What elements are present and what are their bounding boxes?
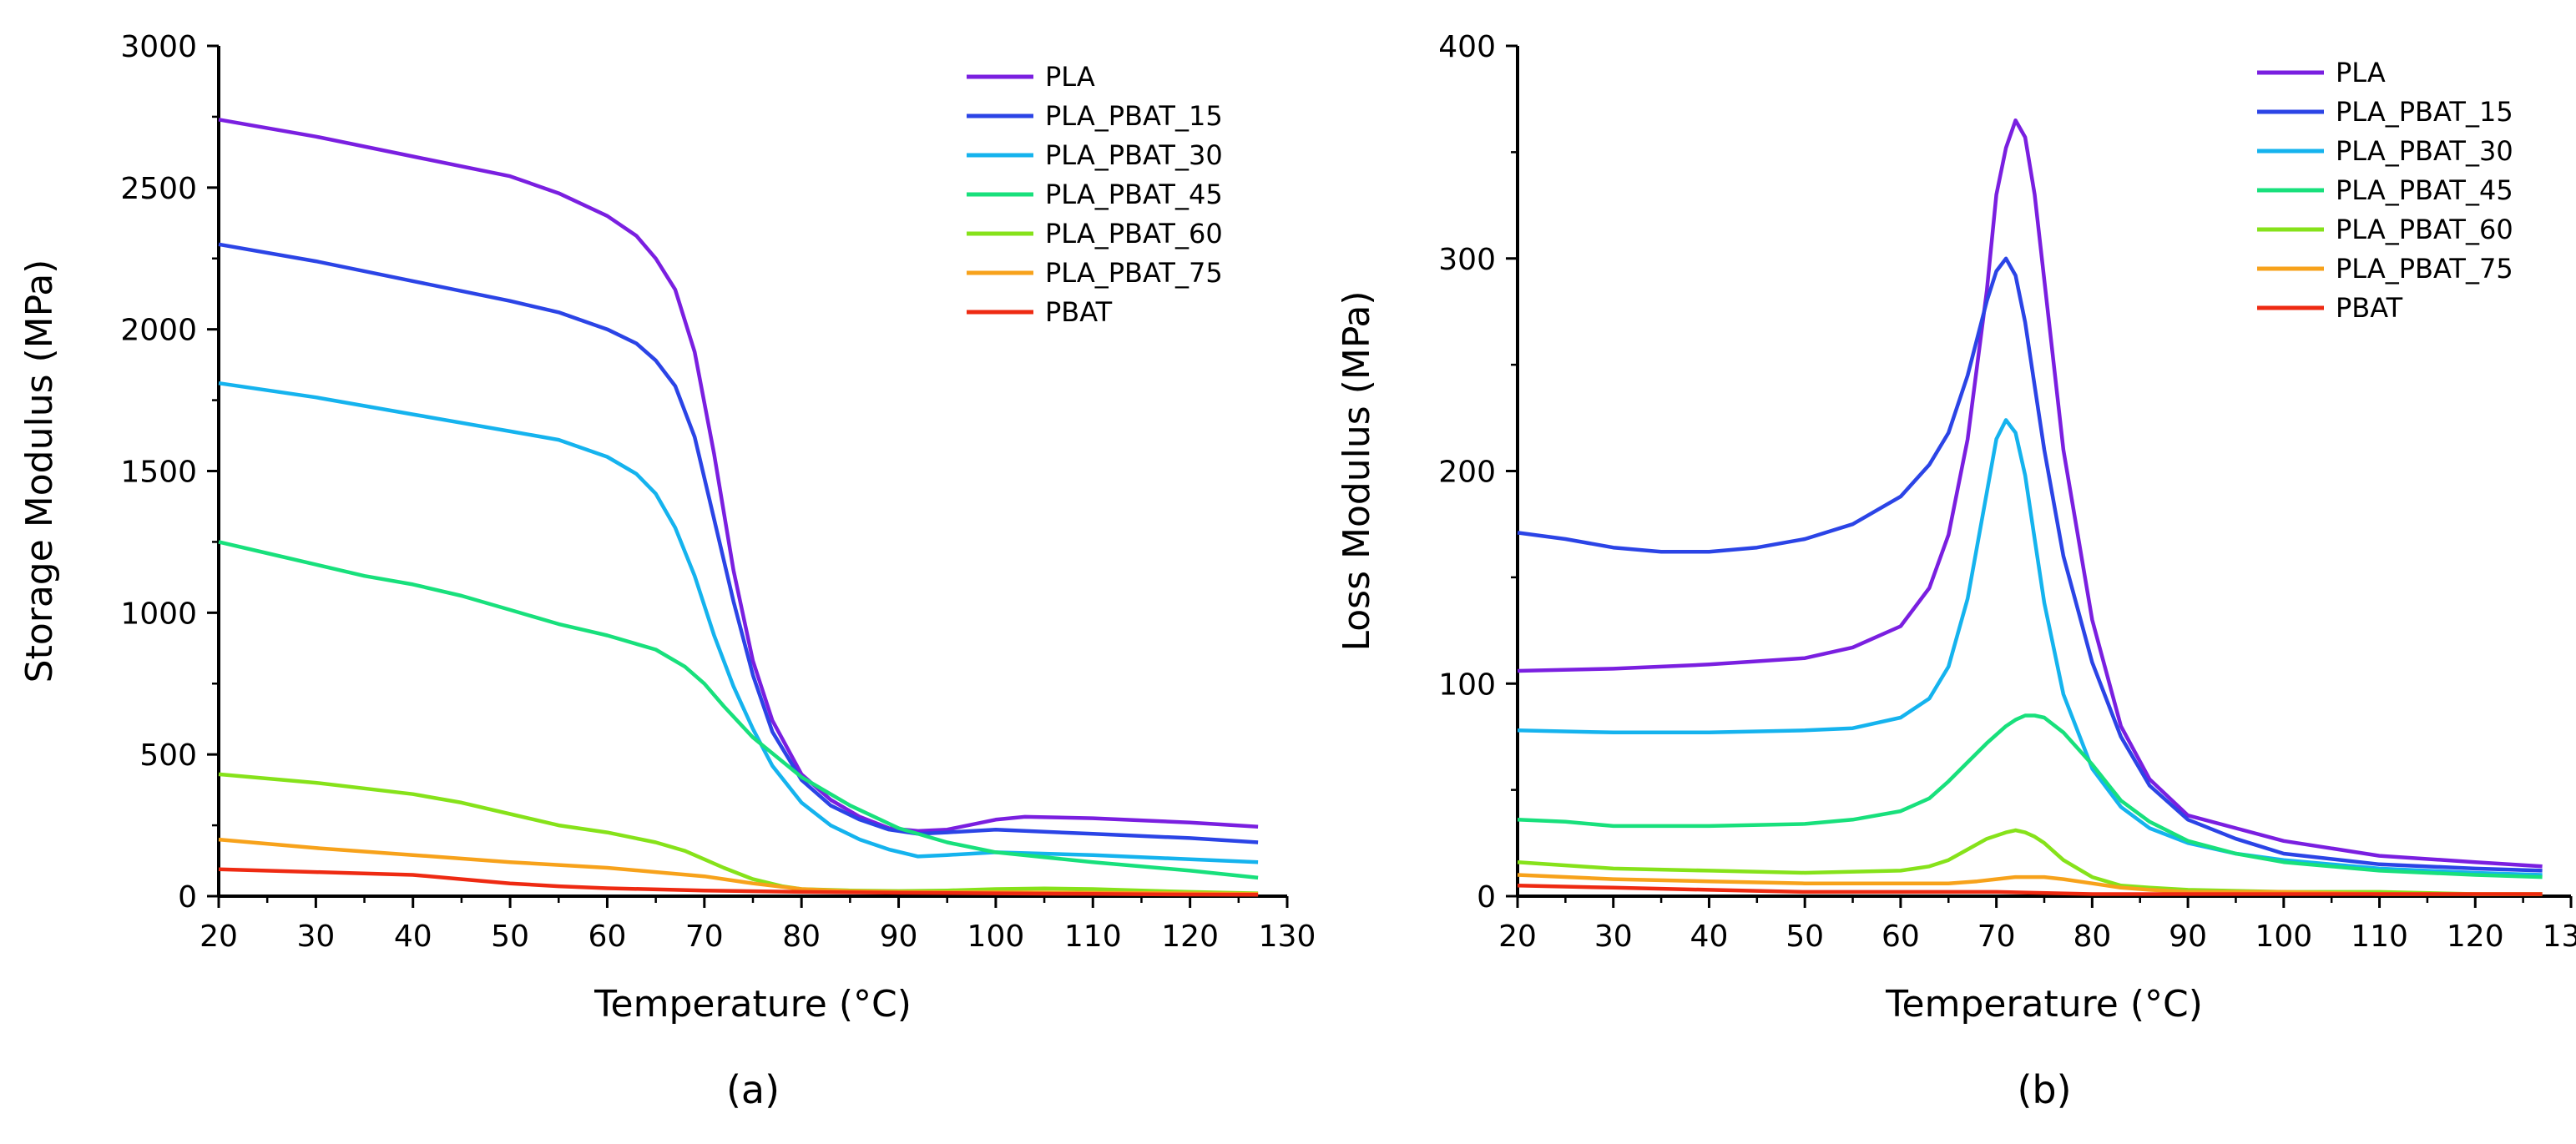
x-tick-label: 30 — [296, 920, 335, 954]
series-line-pla-pbat-60 — [218, 772, 1259, 895]
legend-label-pla-pbat-75: PLA_PBAT_75 — [2336, 253, 2513, 285]
panel-b-loss-modulus: 20 30 40 50 60 70 80 90 100 110 120 130 0 100 200 300 40… — [1336, 30, 2576, 1112]
x-tick-label: 30 — [1594, 920, 1633, 954]
x-tick-label: 110 — [2351, 920, 2408, 954]
y-tick-label: 2500 — [120, 172, 197, 206]
legend-label-pbat: PBAT — [1045, 296, 1113, 328]
x-tick-label: 90 — [2169, 920, 2207, 954]
panel-label: (a) — [726, 1067, 780, 1112]
legend-label-pla-pbat-60: PLA_PBAT_60 — [2336, 214, 2513, 245]
x-tick-label: 50 — [1786, 920, 1824, 954]
series-line-pbat — [1517, 884, 2543, 896]
series-line-pla-pbat-30 — [1517, 418, 2543, 877]
y-tick-label: 200 — [1438, 456, 1496, 490]
y-tick-label: 300 — [1438, 243, 1496, 277]
x-tick-label: 70 — [685, 920, 724, 954]
x-tick-label: 70 — [1977, 920, 2016, 954]
series-line-pla — [1517, 118, 2543, 869]
legend-label-pla-pbat-45: PLA_PBAT_45 — [2336, 174, 2513, 206]
x-tick-label: 80 — [2073, 920, 2111, 954]
legend-label-pla-pbat-45: PLA_PBAT_45 — [1045, 179, 1223, 210]
series-line-pla-pbat-45 — [218, 540, 1259, 880]
x-tick-label: 60 — [1881, 920, 1920, 954]
x-tick-label: 100 — [967, 920, 1025, 954]
panel-a-storage-modulus: 20 30 40 50 60 70 80 90 100 110 120 130 0 500 1000 1500… — [18, 30, 1316, 1112]
x-axis-title: Temperature (°C) — [1885, 983, 2203, 1026]
series-line-pla — [218, 118, 1259, 834]
x-tick-label: 120 — [1161, 920, 1219, 954]
x-tick-label: 40 — [394, 920, 432, 954]
y-tick-label: 0 — [1477, 880, 1496, 915]
series-line-pla-pbat-45 — [1517, 713, 2543, 879]
x-tick-label: 130 — [2543, 920, 2576, 954]
x-tick-label: 20 — [1498, 920, 1537, 954]
y-tick-label: 0 — [178, 880, 197, 915]
series-line-pla-pbat-15 — [218, 242, 1259, 844]
x-tick-label: 90 — [880, 920, 918, 954]
legend-label-pla: PLA — [1045, 61, 1095, 93]
x-tick-label: 60 — [588, 920, 627, 954]
series-line-pla-pbat-30 — [218, 380, 1259, 864]
legend-label-pbat: PBAT — [2336, 292, 2403, 324]
series-line-pla-pbat-75 — [218, 837, 1259, 896]
legend-label-pla-pbat-15: PLA_PBAT_15 — [1045, 100, 1223, 132]
y-axis-title: Storage Modulus (MPa) — [18, 260, 61, 683]
x-tick-label: 130 — [1259, 920, 1316, 954]
x-tick-label: 40 — [1690, 920, 1729, 954]
y-tick-label: 3000 — [120, 30, 197, 64]
series-line-pla-pbat-15 — [1517, 256, 2543, 873]
y-tick-label: 2000 — [120, 314, 197, 348]
y-tick-label: 400 — [1438, 30, 1496, 64]
x-tick-label: 100 — [2255, 920, 2312, 954]
y-tick-label: 100 — [1438, 668, 1496, 702]
y-tick-label: 500 — [139, 738, 197, 773]
series-line-pla-pbat-75 — [1517, 873, 2543, 896]
y-axis-title: Loss Modulus (MPa) — [1336, 290, 1378, 651]
legend-label-pla-pbat-75: PLA_PBAT_75 — [1045, 257, 1223, 289]
legend-label-pla: PLA — [2336, 57, 2386, 88]
x-tick-label: 110 — [1064, 920, 1122, 954]
series-line-pla-pbat-60 — [1517, 828, 2543, 896]
legend-label-pla-pbat-30: PLA_PBAT_30 — [2336, 135, 2513, 167]
x-tick-label: 80 — [782, 920, 821, 954]
x-tick-label: 20 — [200, 920, 238, 954]
legend-label-pla-pbat-60: PLA_PBAT_60 — [1045, 218, 1223, 249]
x-tick-label: 50 — [491, 920, 529, 954]
y-tick-label: 1500 — [120, 456, 197, 490]
legend-label-pla-pbat-30: PLA_PBAT_30 — [1045, 139, 1223, 171]
panel-label: (b) — [2017, 1067, 2071, 1112]
y-tick-label: 1000 — [120, 597, 197, 631]
series-line-pbat — [218, 867, 1259, 897]
legend-label-pla-pbat-15: PLA_PBAT_15 — [2336, 96, 2513, 128]
x-tick-label: 120 — [2447, 920, 2504, 954]
x-axis-title: Temperature (°C) — [593, 983, 912, 1026]
